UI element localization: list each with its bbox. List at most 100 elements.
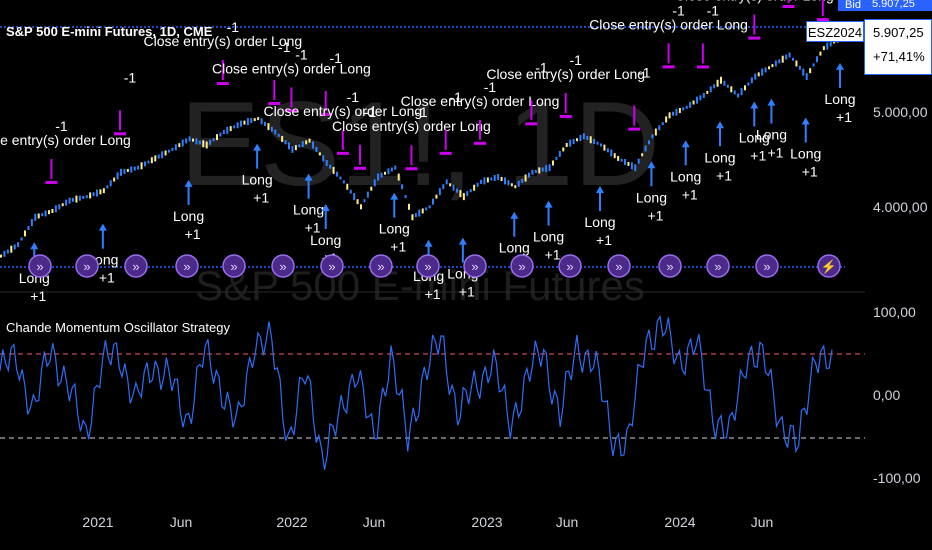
price-candle xyxy=(685,105,688,109)
entry-amount: +1 xyxy=(253,190,269,206)
price-candle xyxy=(198,140,201,145)
price-candle xyxy=(726,84,729,88)
price-candle xyxy=(305,140,308,145)
price-candle xyxy=(661,122,664,126)
price-candle xyxy=(44,210,47,217)
price-candle xyxy=(644,145,647,152)
price-candle xyxy=(277,133,280,137)
price-candle xyxy=(565,142,568,147)
exit-label: Close entry(s) order Long xyxy=(589,16,748,32)
entry-amount: +1 xyxy=(425,286,441,302)
symbol-tag[interactable]: ESZ2024 xyxy=(806,21,864,42)
price-candle xyxy=(13,244,16,250)
price-candle xyxy=(435,194,438,199)
entry-label: Long xyxy=(636,189,667,205)
price-candle xyxy=(195,138,198,145)
price-candle xyxy=(507,180,510,186)
entry-arrowhead xyxy=(510,211,519,219)
price-candle xyxy=(336,171,338,177)
price-candle xyxy=(613,153,616,159)
price-candle xyxy=(826,42,829,50)
price-candle xyxy=(106,185,109,189)
price-candle xyxy=(281,135,284,142)
price-candle xyxy=(445,179,448,185)
price-candle xyxy=(144,161,146,167)
price-candle xyxy=(270,126,273,132)
entry-arrowhead xyxy=(750,101,759,109)
entry-label: Long xyxy=(499,240,530,256)
exit-amount: -1 xyxy=(55,118,68,134)
price-candle xyxy=(27,225,30,230)
time-axis: 2021 Jun 2022 Jun 2023 Jun 2024 Jun xyxy=(82,514,773,530)
price-candle xyxy=(558,150,561,157)
price-candle xyxy=(68,197,71,204)
entry-arrowhead xyxy=(767,98,776,106)
price-candle xyxy=(675,108,678,116)
price-candle xyxy=(428,205,431,209)
price-candle xyxy=(253,118,256,122)
price-candle xyxy=(380,172,383,178)
price-candle xyxy=(322,155,325,162)
price-candle xyxy=(744,85,746,91)
entry-amount: +1 xyxy=(390,239,406,255)
price-candle xyxy=(318,152,321,156)
price-candle xyxy=(401,184,404,190)
time-tick-label: Jun xyxy=(751,514,774,530)
price-candle xyxy=(596,141,599,145)
time-tick-label: Jun xyxy=(170,514,193,530)
entry-label: Long xyxy=(173,208,204,224)
price-candle xyxy=(500,176,503,181)
bid-label: Bid xyxy=(838,0,868,11)
replay-glyph: » xyxy=(132,259,139,274)
entry-amount: +1 xyxy=(802,164,818,180)
price-candle xyxy=(154,155,157,162)
replay-glyph: » xyxy=(328,259,335,274)
price-candle xyxy=(545,165,548,173)
price-candle xyxy=(531,169,534,175)
exit-marker xyxy=(285,109,298,113)
price-candle xyxy=(641,153,644,157)
price-candle xyxy=(421,208,424,214)
replay-glyph: » xyxy=(279,259,286,274)
price-candle xyxy=(517,180,520,187)
price-candle xyxy=(34,213,37,221)
price-tick-label: 4.000,00 xyxy=(873,199,928,215)
price-candle xyxy=(534,169,537,173)
price-candle xyxy=(257,117,260,121)
exit-marker xyxy=(45,180,58,184)
exit-marker xyxy=(816,18,829,22)
price-candle xyxy=(3,250,6,257)
lightning-glyph: ⚡ xyxy=(821,259,837,275)
price-candle xyxy=(747,82,750,86)
exit-marker xyxy=(559,114,572,118)
price-candle xyxy=(713,84,716,89)
price-candle xyxy=(785,54,788,60)
exit-marker xyxy=(216,82,229,86)
replay-glyph: » xyxy=(566,259,573,274)
price-tick-label: 5.000,00 xyxy=(873,104,928,120)
entry-arrowhead xyxy=(458,237,467,245)
replay-icon xyxy=(222,254,246,278)
price-candle xyxy=(548,164,551,172)
price-candle xyxy=(541,167,544,172)
price-candle xyxy=(822,46,825,51)
replay-glyph: » xyxy=(36,259,43,274)
price-candle xyxy=(637,158,640,164)
entry-amount: +1 xyxy=(545,247,561,263)
exit-marker xyxy=(268,102,281,106)
price-candle xyxy=(188,136,191,142)
exit-label: Close entry(s) order Long xyxy=(143,33,302,49)
price-candle xyxy=(668,112,671,119)
entry-arrowhead xyxy=(596,185,604,193)
entry-label: Long xyxy=(379,221,410,237)
price-candle xyxy=(648,140,650,145)
price-candle xyxy=(593,138,596,144)
price-candle xyxy=(360,204,362,210)
price-candle xyxy=(579,135,582,142)
price-candle xyxy=(425,207,428,211)
price-candle xyxy=(774,60,777,67)
exit-amount: -1 xyxy=(638,65,651,81)
price-candle xyxy=(82,195,85,199)
price-candle xyxy=(692,100,695,105)
price-candle xyxy=(130,166,133,173)
